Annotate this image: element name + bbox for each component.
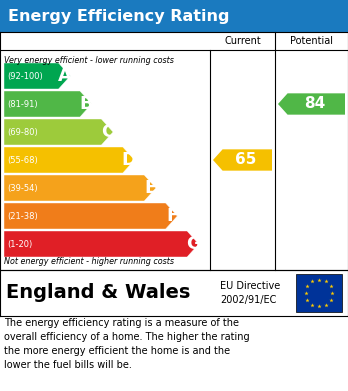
Text: 84: 84 <box>304 97 325 111</box>
Bar <box>0 0 348 32</box>
Polygon shape <box>4 119 113 145</box>
Text: C: C <box>101 123 114 141</box>
Text: Not energy efficient - higher running costs: Not energy efficient - higher running co… <box>4 257 174 266</box>
Text: Energy Efficiency Rating: Energy Efficiency Rating <box>8 9 229 23</box>
Text: A: A <box>58 67 72 85</box>
Polygon shape <box>4 63 70 89</box>
Polygon shape <box>4 231 199 257</box>
Text: (21-38): (21-38) <box>7 212 38 221</box>
Bar <box>296 274 342 312</box>
Text: 65: 65 <box>235 152 256 167</box>
Text: (1-20): (1-20) <box>7 240 32 249</box>
Text: E: E <box>144 179 157 197</box>
Text: Very energy efficient - lower running costs: Very energy efficient - lower running co… <box>4 56 174 65</box>
Polygon shape <box>278 93 345 115</box>
Text: Current: Current <box>224 36 261 46</box>
Text: F: F <box>166 207 178 225</box>
Text: G: G <box>186 235 201 253</box>
Text: The energy efficiency rating is a measure of the
overall efficiency of a home. T: The energy efficiency rating is a measur… <box>4 318 250 370</box>
Polygon shape <box>4 203 177 229</box>
Text: D: D <box>122 151 137 169</box>
Text: B: B <box>80 95 93 113</box>
Text: EU Directive
2002/91/EC: EU Directive 2002/91/EC <box>220 282 280 305</box>
Text: Potential: Potential <box>290 36 333 46</box>
Text: England & Wales: England & Wales <box>6 283 190 303</box>
Polygon shape <box>4 91 92 117</box>
Polygon shape <box>213 149 272 170</box>
Text: (69-80): (69-80) <box>7 127 38 136</box>
Polygon shape <box>4 147 135 173</box>
Text: (92-100): (92-100) <box>7 72 43 81</box>
Text: (39-54): (39-54) <box>7 183 38 192</box>
Text: (81-91): (81-91) <box>7 99 38 108</box>
Text: (55-68): (55-68) <box>7 156 38 165</box>
Bar <box>0 270 348 316</box>
Polygon shape <box>4 175 156 201</box>
